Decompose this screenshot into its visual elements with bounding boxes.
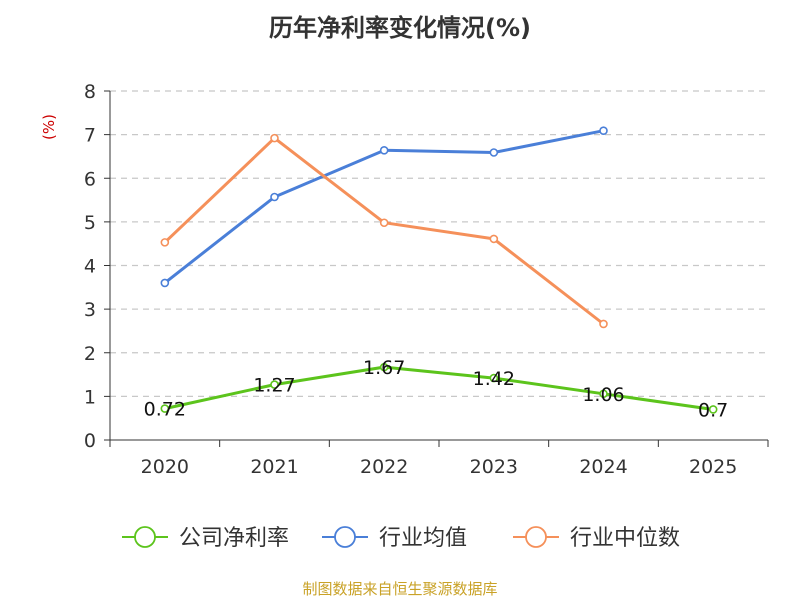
x-tick-label: 2022 [360, 456, 408, 478]
data-point [599, 389, 608, 399]
y-tick-label: 6 [84, 168, 96, 190]
legend-marker [134, 526, 156, 548]
chart-title: 历年净利率变化情况(%) [269, 14, 531, 42]
y-axis-label: (%) [40, 114, 58, 140]
x-tick-label: 2021 [250, 456, 298, 478]
y-tick-label: 4 [84, 256, 96, 278]
legend-label: 公司净利率 [179, 526, 289, 551]
data-point [599, 126, 608, 135]
x-tick-label: 2023 [470, 456, 518, 478]
y-tick-label: 0 [84, 430, 96, 452]
data-point [270, 192, 279, 202]
data-labels: 0.72 1.27 1.67 1.42 1.06 0.7 [144, 357, 729, 421]
data-point [599, 319, 608, 329]
y-tick-label: 5 [84, 212, 96, 234]
data-source-note: 制图数据来自恒生聚源数据库 [302, 580, 498, 598]
data-point [489, 373, 499, 383]
legend-label: 行业均值 [379, 526, 467, 551]
legend-marker [334, 526, 356, 548]
x-tick-label: 2024 [579, 456, 627, 478]
y-tick-label: 7 [84, 125, 96, 147]
data-label: 1.06 [582, 384, 624, 406]
legend: 公司净利率 行业均值 行业中位数 [122, 526, 680, 551]
data-point [160, 278, 170, 288]
x-tick-label: 2025 [689, 456, 737, 478]
series-line-0 [164, 365, 714, 411]
data-label: 1.27 [253, 375, 295, 397]
x-tick-label: 2020 [141, 456, 189, 478]
data-label: 0.7 [698, 399, 728, 421]
data-point [160, 238, 170, 247]
legend-label: 行业中位数 [570, 526, 680, 551]
y-tick-label: 2 [84, 343, 96, 365]
data-point [379, 146, 389, 155]
series-group [160, 126, 718, 414]
data-label: 0.72 [144, 399, 186, 421]
y-tick-label: 3 [84, 299, 96, 321]
grid-lines [110, 90, 768, 397]
data-point [270, 380, 279, 389]
data-point [708, 405, 718, 414]
data-label: 1.67 [363, 357, 405, 379]
y-tick-label: 1 [84, 386, 96, 408]
data-point [379, 218, 389, 228]
data-point [489, 148, 499, 157]
axes: 0 1 2 3 4 5 6 7 8 2020 2021 2022 2023 2024 2025 (%) [40, 81, 769, 478]
data-point [160, 404, 170, 413]
data-point [379, 362, 389, 372]
data-point [270, 133, 279, 143]
data-point [489, 234, 499, 244]
y-tick-label: 8 [84, 81, 96, 103]
data-label: 1.42 [473, 368, 515, 390]
legend-marker [525, 526, 547, 548]
